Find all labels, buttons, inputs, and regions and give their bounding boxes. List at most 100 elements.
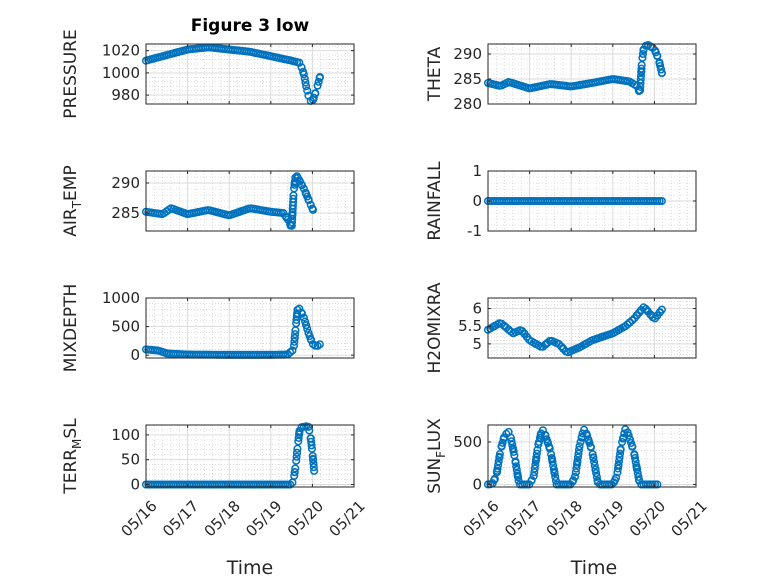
data-point: [286, 480, 295, 489]
data-point: [302, 321, 311, 330]
data-point: [550, 469, 559, 478]
data-point: [311, 89, 320, 98]
subplot-mixdepth: 0 500 1000 MIXDEPTH: [61, 284, 355, 372]
series-markers: [483, 40, 666, 96]
y-tick-label: 0: [472, 192, 482, 210]
data-point: [297, 309, 307, 318]
data-point: [593, 478, 602, 487]
subplot-h2omixra: 55.56 H2OMIXRA: [425, 282, 697, 374]
y-axis-label: RAINFALL: [425, 161, 445, 241]
x-tick-label: 05/16: [117, 497, 160, 540]
axes-box: [145, 43, 355, 105]
subplot-pressure: 980 1000 1020 PRESSURE: [61, 29, 355, 119]
y-tick-label: 290: [111, 174, 140, 192]
data-point: [548, 457, 557, 466]
x-tick-label: 05/17: [501, 497, 544, 540]
data-point: [293, 444, 302, 453]
data-point: [300, 74, 309, 83]
data-point: [582, 431, 592, 440]
data-point: [308, 451, 317, 461]
data-point: [590, 461, 599, 470]
data-point: [618, 437, 627, 447]
data-point: [570, 472, 579, 481]
y-tick-label: 0: [472, 475, 482, 493]
data-point: [578, 429, 587, 438]
y-axis-label: SUNFLUX: [425, 418, 448, 494]
y-tick-label: 50: [121, 451, 140, 469]
data-point: [616, 445, 625, 454]
data-point: [588, 450, 597, 459]
data-point: [291, 464, 300, 473]
data-point: [290, 471, 299, 480]
data-point: [625, 318, 634, 327]
data-point: [657, 68, 666, 78]
subplot-rainfall: -1 0 1 RAINFALL: [425, 161, 697, 241]
data-point: [494, 460, 503, 470]
data-point: [574, 445, 584, 455]
data-point: [306, 335, 316, 344]
series-markers: [141, 422, 319, 489]
data-point: [590, 457, 599, 466]
data-point: [657, 305, 666, 314]
data-point: [512, 462, 521, 471]
data-point: [628, 316, 637, 325]
x-tick-label: 05/17: [159, 497, 202, 540]
series-markers: [483, 425, 662, 489]
data-point: [295, 58, 304, 67]
data-point: [305, 426, 314, 435]
data-point: [532, 453, 541, 462]
data-point: [529, 471, 538, 481]
y-tick-label: 1020: [102, 42, 140, 60]
data-point: [592, 469, 601, 478]
y-tick-label: 5: [472, 335, 482, 353]
data-point: [615, 453, 624, 462]
data-point: [623, 320, 632, 329]
y-tick-label: 285: [111, 204, 140, 222]
data-point: [513, 473, 523, 482]
data-point: [530, 468, 539, 477]
data-point: [547, 450, 556, 459]
y-tick-label: 980: [111, 86, 140, 104]
y-tick-label: 6: [472, 300, 482, 318]
plot-area: [488, 425, 696, 487]
data-point: [634, 472, 643, 481]
axes-box: [145, 424, 355, 488]
axes-box: [145, 297, 355, 359]
data-point: [637, 64, 646, 73]
data-point: [638, 49, 648, 59]
data-point: [289, 341, 299, 350]
series-markers: [483, 303, 666, 357]
data-point: [589, 453, 598, 463]
y-tick-label: 500: [111, 318, 140, 336]
data-point: [633, 465, 642, 474]
series-markers: [141, 43, 324, 105]
x-tick-label: 05/21: [667, 497, 710, 540]
data-point: [531, 460, 540, 469]
data-point: [301, 78, 310, 87]
y-tick-label: 1000: [102, 289, 140, 307]
data-point: [576, 437, 585, 447]
data-point: [302, 82, 311, 91]
data-point: [613, 464, 623, 473]
data-point: [290, 337, 299, 346]
data-point: [625, 435, 634, 444]
data-point: [512, 465, 521, 474]
data-point: [573, 457, 582, 466]
data-point: [303, 324, 312, 333]
y-tick-label: 0: [130, 346, 140, 364]
data-point: [292, 452, 301, 461]
plot-area: [146, 425, 354, 487]
data-point: [310, 466, 319, 475]
y-tick-label: -1: [467, 222, 482, 240]
y-tick-label: 5.5: [458, 317, 482, 335]
data-point: [495, 450, 504, 459]
data-point: [304, 196, 313, 205]
x-tick-label: 05/21: [325, 497, 368, 540]
data-point: [614, 460, 623, 469]
data-point: [532, 449, 541, 458]
x-axis-label-left: Time: [226, 557, 274, 579]
x-tick-label: 05/19: [242, 497, 285, 540]
data-point: [614, 457, 624, 466]
y-axis-label: H2OMIXRA: [425, 282, 445, 373]
